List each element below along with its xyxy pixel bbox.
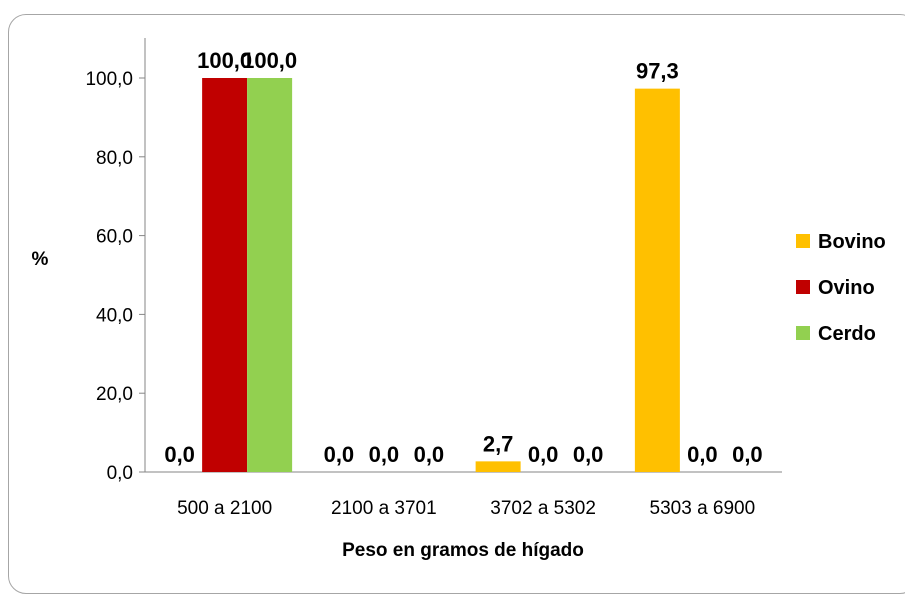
- data-label-ovino: 0,0: [528, 442, 559, 467]
- data-label-cerdo: 0,0: [573, 442, 604, 467]
- legend-swatch-cerdo: [796, 326, 810, 340]
- y-tick-label: 80,0: [96, 148, 133, 169]
- legend: Bovino Ovino Cerdo: [796, 231, 886, 345]
- data-label-ovino: 0,0: [369, 442, 400, 467]
- legend-swatch-ovino: [796, 280, 810, 294]
- legend-swatch-bovino: [796, 234, 810, 248]
- x-tick-label: 500 a 2100: [177, 498, 272, 519]
- legend-label-ovino: Ovino: [818, 277, 875, 299]
- y-tick-label: 0,0: [107, 463, 133, 484]
- x-axis-label: Peso en gramos de hígado: [342, 540, 584, 561]
- y-axis-label: %: [32, 249, 49, 270]
- y-tick-labels: 0,0 20,0 40,0 60,0 80,0 100,0: [85, 69, 145, 484]
- data-label-cerdo: 0,0: [414, 442, 445, 467]
- y-tick-label: 20,0: [96, 384, 133, 405]
- x-tick-label: 2100 a 3701: [331, 498, 437, 519]
- data-label-ovino: 0,0: [687, 442, 718, 467]
- data-label-ovino: 100,0: [197, 48, 252, 73]
- bars: [202, 78, 680, 472]
- data-label-bovino: 0,0: [164, 442, 195, 467]
- data-label-cerdo: 0,0: [732, 442, 763, 467]
- chart-frame: [8, 14, 905, 594]
- bar-bovino: [634, 88, 680, 472]
- data-label-bovino: 2,7: [483, 431, 514, 456]
- x-tick-labels: 500 a 2100 2100 a 3701 3702 a 5302 5303 a 6…: [177, 498, 755, 519]
- data-label-cerdo: 100,0: [242, 48, 297, 73]
- legend-label-cerdo: Cerdo: [818, 323, 876, 345]
- y-tick-label: 100,0: [85, 69, 133, 90]
- data-label-bovino: 97,3: [636, 59, 679, 84]
- data-label-bovino: 0,0: [324, 442, 355, 467]
- bar-bovino: [475, 461, 521, 472]
- bar-ovino: [202, 78, 248, 472]
- bar-cerdo: [247, 78, 293, 472]
- legend-label-bovino: Bovino: [818, 231, 886, 253]
- x-tick-label: 3702 a 5302: [490, 498, 596, 519]
- y-tick-label: 60,0: [96, 227, 133, 248]
- x-tick-label: 5303 a 6900: [650, 498, 756, 519]
- y-tick-label: 40,0: [96, 305, 133, 326]
